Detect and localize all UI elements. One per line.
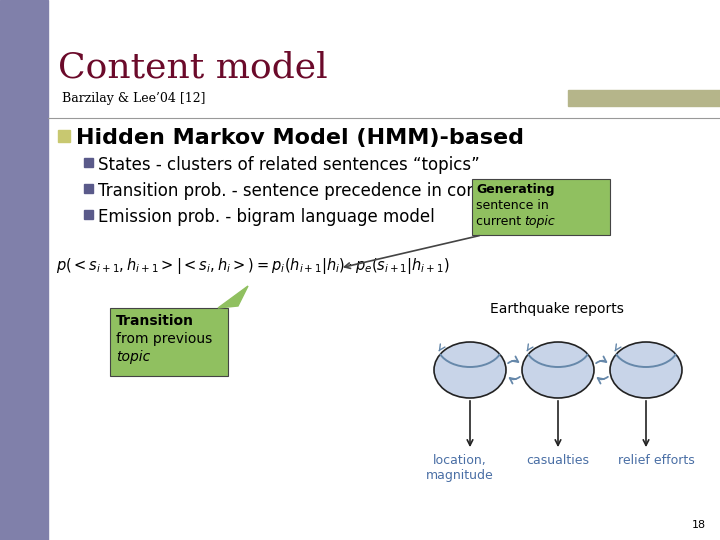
Text: Hidden Markov Model (HMM)-based: Hidden Markov Model (HMM)-based [76, 128, 524, 148]
Text: topic: topic [524, 215, 554, 228]
Text: Content model: Content model [58, 50, 328, 84]
Ellipse shape [434, 342, 506, 398]
Text: $p(<s_{i+1}, h_{i+1}>|<s_i, h_i>) = p_i(h_{i+1} | h_i) \cdot p_e(s_{i+1} | h_{i+: $p(<s_{i+1}, h_{i+1}>|<s_i, h_i>) = p_i(… [56, 256, 450, 276]
Text: topic: topic [116, 350, 150, 364]
Text: current: current [476, 215, 525, 228]
Text: Transition prob. - sentence precedence in corpus: Transition prob. - sentence precedence i… [98, 182, 503, 200]
Text: location,
magnitude: location, magnitude [426, 454, 494, 482]
Text: Generating: Generating [476, 183, 554, 196]
Text: relief efforts: relief efforts [618, 454, 694, 467]
Text: 18: 18 [692, 520, 706, 530]
Ellipse shape [610, 342, 682, 398]
FancyBboxPatch shape [472, 179, 610, 235]
Text: Emission prob. - bigram language model: Emission prob. - bigram language model [98, 208, 435, 226]
Text: Earthquake reports: Earthquake reports [490, 302, 624, 316]
Polygon shape [218, 286, 248, 308]
Bar [84, 158, 93, 167]
Text: Transition: Transition [116, 314, 194, 328]
Text: Barzilay & Lee’04 [12]: Barzilay & Lee’04 [12] [62, 92, 205, 105]
Text: sentence in: sentence in [476, 199, 549, 212]
Text: from previous: from previous [116, 332, 212, 346]
Bar [568, 90, 720, 106]
Text: States - clusters of related sentences “topics”: States - clusters of related sentences “… [98, 156, 480, 174]
Bar [0, 0, 48, 540]
Bar [58, 130, 70, 142]
Bar [84, 184, 93, 193]
Bar [84, 210, 93, 219]
Text: casualties: casualties [526, 454, 590, 467]
FancyBboxPatch shape [110, 308, 228, 376]
Ellipse shape [522, 342, 594, 398]
